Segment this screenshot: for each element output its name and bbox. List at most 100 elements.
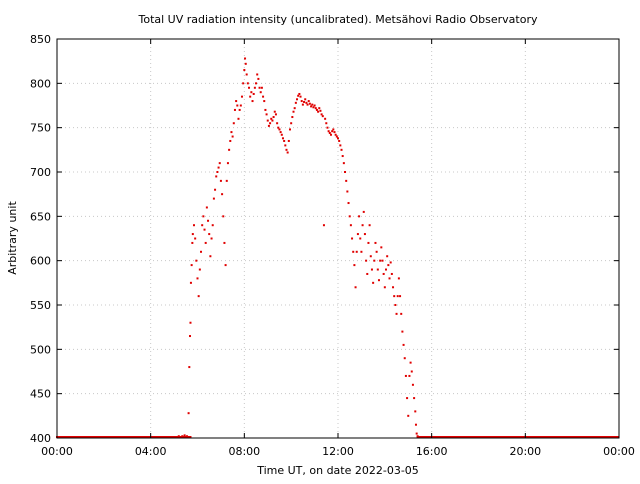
data-point xyxy=(392,286,395,289)
data-point xyxy=(536,436,539,438)
data-point xyxy=(130,436,133,438)
data-point xyxy=(134,436,137,438)
data-point xyxy=(520,436,523,438)
data-point xyxy=(196,277,199,280)
data-point xyxy=(228,148,231,151)
data-point xyxy=(411,383,414,386)
data-point xyxy=(244,57,247,60)
data-point xyxy=(433,436,436,438)
data-point xyxy=(115,436,118,438)
data-point xyxy=(157,436,160,438)
data-point xyxy=(354,286,357,289)
data-point xyxy=(321,115,324,118)
data-point xyxy=(332,128,335,131)
data-point xyxy=(505,436,508,438)
data-point xyxy=(555,436,558,438)
data-point xyxy=(507,436,510,438)
data-point xyxy=(614,436,617,438)
data-point xyxy=(554,436,557,438)
x-tick-label: 04:00 xyxy=(135,445,167,458)
data-point xyxy=(589,436,592,438)
data-point xyxy=(158,436,161,438)
data-point xyxy=(341,155,344,158)
data-point xyxy=(527,436,530,438)
data-point xyxy=(509,436,512,438)
data-point xyxy=(155,436,158,438)
data-point xyxy=(395,312,398,315)
data-point xyxy=(60,436,63,438)
data-point xyxy=(586,436,589,438)
data-point xyxy=(110,436,113,438)
y-tick-label: 450 xyxy=(30,388,51,401)
data-point xyxy=(189,321,192,324)
data-point xyxy=(565,436,568,438)
data-point xyxy=(293,107,296,110)
data-point xyxy=(219,179,222,182)
axes: 400 450 500 550 600 650 700 750 800 850 00:00 04:00… xyxy=(30,33,635,458)
data-point xyxy=(541,436,544,438)
data-point xyxy=(326,126,329,129)
data-point xyxy=(529,436,532,438)
data-point xyxy=(516,436,519,438)
data-point xyxy=(210,237,213,240)
data-point xyxy=(363,233,366,236)
data-point xyxy=(461,436,464,438)
data-point xyxy=(255,82,258,85)
data-point xyxy=(93,436,96,438)
y-tick-label: 850 xyxy=(30,33,51,46)
x-tick-label: 12:00 xyxy=(322,445,354,458)
data-point xyxy=(148,436,151,438)
data-point xyxy=(258,86,261,89)
data-point xyxy=(581,436,584,438)
data-point xyxy=(313,104,316,107)
data-point xyxy=(189,436,192,438)
data-point xyxy=(474,436,477,438)
y-tick-label: 550 xyxy=(30,299,51,312)
data-point xyxy=(579,436,582,438)
data-point xyxy=(607,436,610,438)
data-point xyxy=(348,215,351,218)
data-point xyxy=(204,241,207,244)
data-point xyxy=(182,436,185,438)
data-point xyxy=(512,436,515,438)
data-point xyxy=(285,148,288,151)
data-point xyxy=(510,436,513,438)
data-point xyxy=(72,436,75,438)
data-point xyxy=(368,224,371,227)
data-point xyxy=(81,436,84,438)
data-point xyxy=(413,397,416,400)
data-point xyxy=(192,224,195,227)
data-point xyxy=(521,436,524,438)
data-point xyxy=(230,131,233,134)
data-point xyxy=(129,436,132,438)
data-point xyxy=(569,436,572,438)
data-point xyxy=(566,436,569,438)
y-tick-label: 700 xyxy=(30,166,51,179)
data-point xyxy=(572,436,575,438)
data-point xyxy=(475,436,478,438)
data-point xyxy=(212,197,215,200)
data-point xyxy=(488,436,491,438)
y-tick-label: 500 xyxy=(30,343,51,356)
data-point xyxy=(410,370,413,373)
data-point xyxy=(58,436,61,438)
data-point xyxy=(277,126,280,129)
data-point xyxy=(418,436,421,439)
data-point xyxy=(79,436,82,438)
data-point xyxy=(320,113,323,116)
data-point xyxy=(327,130,330,133)
data-point xyxy=(492,436,495,438)
data-point xyxy=(203,228,206,231)
data-point xyxy=(600,436,603,438)
data-point xyxy=(187,412,190,415)
data-point xyxy=(451,436,454,438)
data-point xyxy=(290,122,293,125)
data-point xyxy=(86,436,89,438)
data-point xyxy=(334,133,337,136)
data-point xyxy=(214,188,217,191)
data-point xyxy=(416,435,419,438)
data-point xyxy=(531,436,534,438)
data-point xyxy=(540,436,543,438)
data-point xyxy=(457,436,460,438)
data-point xyxy=(260,86,263,89)
